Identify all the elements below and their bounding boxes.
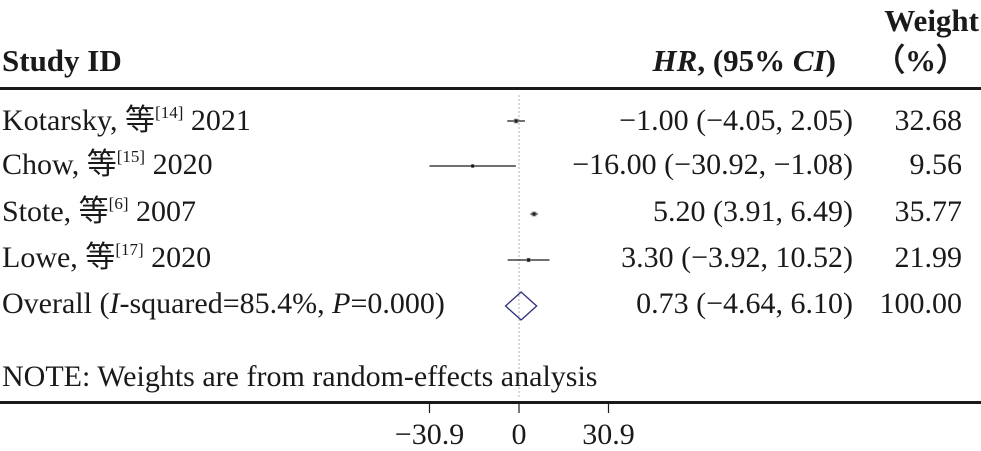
study-weight: 21.99 (894, 241, 963, 274)
point-estimate (514, 119, 518, 123)
column-header-weight-unit: （%） (874, 43, 967, 78)
x-tick-label: 0 (511, 418, 527, 451)
study-estimate: 3.30 (−3.92, 10.52) (621, 241, 853, 274)
study-label: Kotarsky, 等[14] 2021 (2, 103, 251, 137)
overall-estimate: 0.73 (−4.64, 6.10) (636, 287, 853, 320)
point-estimate (526, 258, 531, 262)
column-header-weight: Weight (884, 3, 979, 38)
study-label: Chow, 等[15] 2020 (2, 147, 213, 181)
point-estimate (471, 164, 475, 168)
study-label: Lowe, 等[17] 2020 (2, 240, 212, 274)
header-rule (0, 87, 981, 90)
study-estimate: 5.20 (3.91, 6.49) (653, 195, 853, 228)
column-header-study-id: Study ID (2, 43, 122, 78)
ci-label: CI (792, 43, 826, 78)
effect-close: ) (825, 43, 836, 78)
axis-rule (0, 401, 981, 404)
point-estimate (532, 212, 536, 216)
effect-rest: , (95% (697, 43, 793, 78)
overall-weight: 100.00 (879, 287, 963, 320)
hr-label: HR (652, 43, 698, 78)
study-weight: 35.77 (894, 195, 963, 228)
overall-label: Overall (I-squared=85.4%, P=0.000) (2, 287, 445, 320)
study-estimate: −1.00 (−4.05, 2.05) (619, 104, 853, 137)
x-tick-label: −30.9 (394, 418, 465, 451)
x-tick-label: 30.9 (582, 418, 635, 451)
study-label: Stote, 等[6] 2007 (2, 194, 196, 228)
study-weight: 32.68 (894, 104, 963, 137)
overall-diamond (504, 291, 538, 321)
study-estimate: −16.00 (−30.92, −1.08) (572, 148, 853, 181)
study-weight: 9.56 (909, 148, 963, 181)
note-text: NOTE: Weights are from random-effects an… (2, 360, 598, 393)
column-header-effect: HR, (95% CI) (653, 45, 836, 76)
